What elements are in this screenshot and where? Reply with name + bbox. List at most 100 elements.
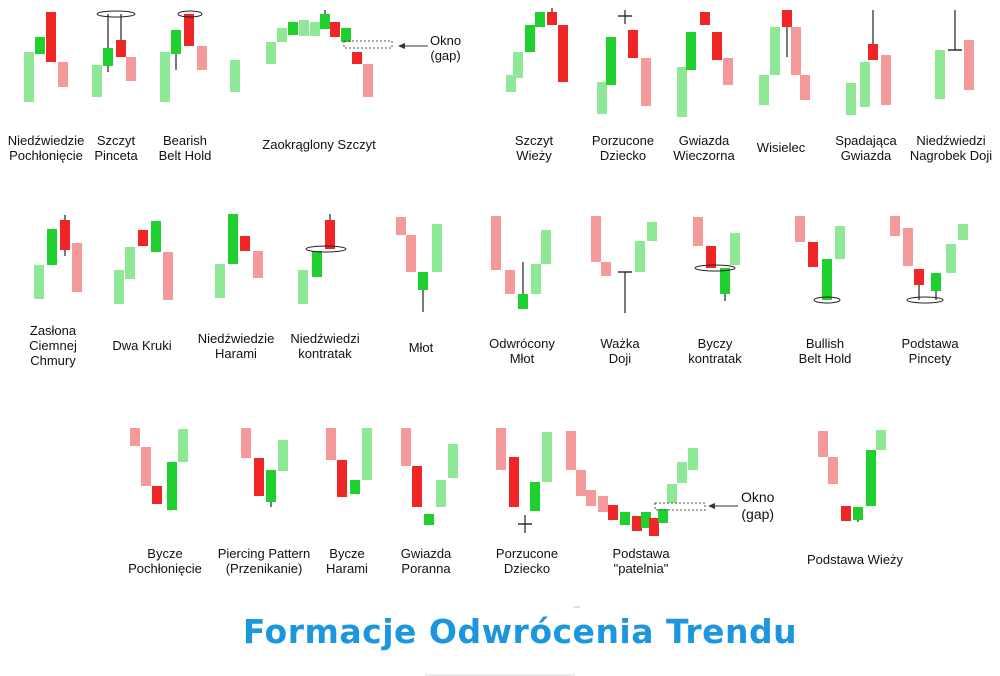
bearish-candle — [608, 505, 618, 520]
pattern-label-line: Dziecko — [599, 148, 647, 163]
bearish-candle — [197, 46, 207, 70]
bullish-candle — [151, 221, 161, 252]
pattern-label: Podstawa Pincety — [901, 336, 958, 366]
pattern-label: Bullish Belt Hold — [799, 336, 852, 366]
pattern-label-line: Bycze — [329, 546, 365, 561]
pattern-label: Porzucone Dziecko — [496, 546, 558, 576]
bullish-candle — [686, 32, 696, 70]
pattern-label-line: Podstawa — [901, 336, 959, 351]
bearish-candle — [700, 12, 710, 25]
pattern-label-line: Wisielec — [756, 140, 806, 155]
pattern-label-line: Niedźwiedzie — [197, 331, 275, 346]
bullish-candle — [436, 480, 446, 507]
bearish-candle — [576, 470, 586, 496]
bearish-candle — [60, 220, 70, 250]
bearish-candle — [141, 447, 151, 486]
pattern-label-line: Podstawa Wieży — [806, 552, 904, 567]
pattern-label-line: Harami — [215, 346, 257, 361]
bearish-candle — [509, 457, 519, 507]
pattern-label: Ważka Doji — [600, 336, 639, 366]
pattern-label-line: Chmury — [30, 353, 76, 368]
bullish-candle — [958, 224, 968, 240]
pattern-label: Bycze Pochłonięcie — [128, 546, 202, 576]
pattern-label: Wisielec — [757, 140, 805, 155]
bullish-candle — [230, 60, 240, 92]
bullish-candle — [178, 429, 188, 462]
pattern-label: Gwiazda Wieczorna — [673, 133, 734, 163]
pattern-label: Dwa Kruki — [112, 338, 171, 353]
bullish-candle — [266, 42, 276, 64]
bullish-candle — [518, 294, 528, 309]
bearish-candle — [152, 486, 162, 504]
pattern-label-line: Harami — [326, 561, 368, 576]
bearish-candle — [406, 235, 416, 272]
bearish-candle — [903, 228, 913, 266]
bullish-candle — [266, 470, 276, 502]
bearish-candle — [632, 516, 642, 531]
pattern-label-line: Piercing Pattern — [217, 546, 311, 561]
bearish-candle — [591, 216, 601, 262]
highlight-ellipse — [694, 264, 736, 272]
bearish-candle — [184, 14, 194, 46]
bearish-candle — [72, 243, 82, 292]
pattern-label: Niedźwiedzi Nagrobek Doji — [910, 133, 992, 163]
bullish-candle — [770, 27, 780, 75]
bearish-candle — [138, 230, 148, 246]
bearish-candle — [964, 40, 974, 90]
bullish-candle — [531, 264, 541, 294]
bullish-candle — [946, 244, 956, 273]
bullish-candle — [658, 509, 668, 523]
pattern-label: Podstawa "patelnia" — [612, 546, 669, 576]
bullish-candle — [759, 75, 769, 105]
bearish-candle — [566, 431, 576, 470]
pattern-label-line: Byczy — [697, 336, 733, 351]
bearish-candle — [782, 10, 792, 27]
bearish-candle — [808, 242, 818, 267]
bearish-candle — [547, 12, 557, 25]
bearish-candle — [254, 458, 264, 496]
bullish-candle — [846, 83, 856, 115]
bullish-candle — [125, 247, 135, 279]
pattern-label-line: Młot — [509, 351, 535, 366]
bullish-candle — [215, 264, 225, 298]
bullish-candle — [513, 52, 523, 78]
pattern-label-line: Pincety — [908, 351, 952, 366]
highlight-ellipse — [813, 296, 841, 304]
pattern-label: Piercing Pattern (Przenikanie) — [218, 546, 311, 576]
bullish-candle — [299, 20, 309, 36]
bearish-candle — [868, 44, 878, 60]
highlight-ellipse — [96, 10, 136, 18]
bullish-candle — [114, 270, 124, 304]
pattern-label-line: Spadająca — [835, 133, 897, 148]
pattern-label-line: Niedźwiedzi — [290, 331, 360, 346]
bullish-candle — [935, 50, 945, 99]
pattern-label-line: Pinceta — [94, 148, 138, 163]
bearish-candle — [649, 518, 659, 536]
bearish-candle — [330, 22, 340, 37]
pattern-label-line: Młot — [408, 340, 434, 355]
pattern-label-line: Bullish — [805, 336, 845, 351]
pattern-label: Bycze Harami — [326, 546, 368, 576]
bearish-candle — [641, 58, 651, 106]
pattern-label-line: Belt Hold — [798, 351, 852, 366]
bearish-candle — [352, 52, 362, 64]
page-title: Formacje Odwrócenia Trendu — [242, 612, 798, 651]
bullish-candle — [424, 514, 434, 525]
bearish-candle — [890, 216, 900, 236]
bearish-candle — [723, 58, 733, 85]
bullish-candle — [606, 37, 616, 85]
bullish-candle — [597, 82, 607, 114]
bearish-candle — [163, 252, 173, 300]
pattern-label-line: Bearish — [162, 133, 208, 148]
bearish-candle — [628, 30, 638, 58]
bearish-candle — [706, 246, 716, 268]
pattern-label-line: Doji — [608, 351, 632, 366]
bearish-candle — [253, 251, 263, 278]
pattern-label-line: Niedźwiedzi — [916, 133, 986, 148]
pattern-label-line: Niedźwiedzie — [7, 133, 85, 148]
bullish-candle — [720, 268, 730, 294]
bullish-candle — [853, 507, 863, 520]
bullish-candle — [288, 22, 298, 35]
bearish-candle — [241, 428, 251, 458]
